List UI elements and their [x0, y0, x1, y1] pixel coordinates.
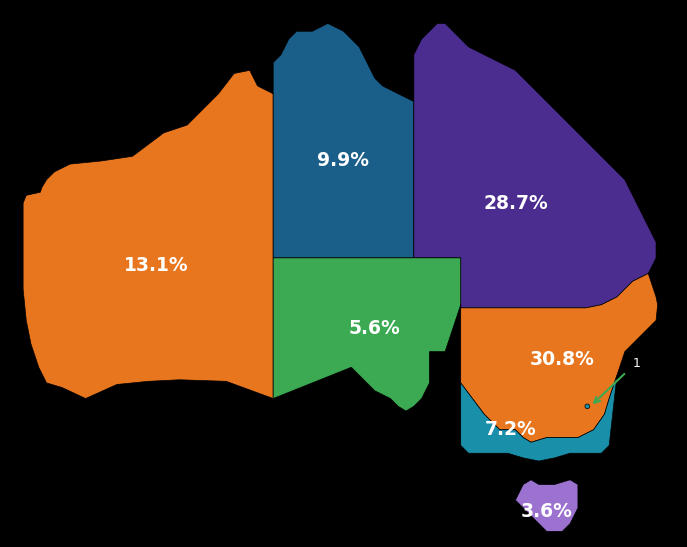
Polygon shape	[23, 62, 273, 399]
Polygon shape	[414, 24, 656, 308]
Circle shape	[585, 404, 589, 409]
Text: 28.7%: 28.7%	[483, 194, 548, 213]
Text: 5.6%: 5.6%	[349, 319, 401, 337]
Text: 7.2%: 7.2%	[485, 420, 537, 439]
Text: 30.8%: 30.8%	[530, 350, 595, 369]
Text: 9.9%: 9.9%	[317, 152, 370, 171]
Polygon shape	[461, 274, 657, 443]
Polygon shape	[515, 480, 578, 531]
Text: 13.1%: 13.1%	[124, 256, 188, 275]
Polygon shape	[273, 24, 414, 258]
Text: 1: 1	[633, 357, 640, 370]
Text: 3.6%: 3.6%	[521, 502, 572, 521]
Polygon shape	[273, 258, 461, 411]
Polygon shape	[461, 375, 617, 461]
